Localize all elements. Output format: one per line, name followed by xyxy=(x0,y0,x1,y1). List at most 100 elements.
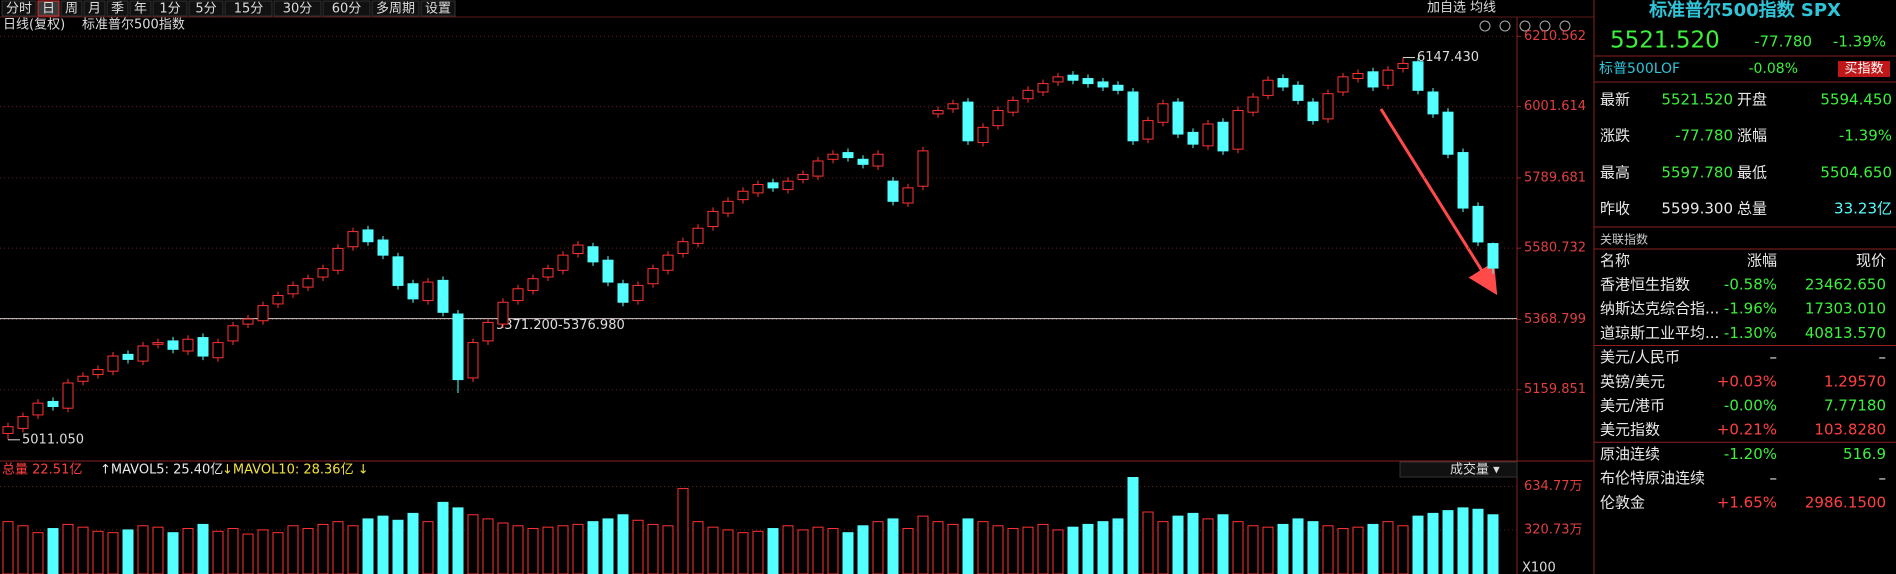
period-label[interactable]: 年 xyxy=(134,2,147,17)
indicator-select[interactable] xyxy=(1399,461,1518,478)
period-button[interactable] xyxy=(273,0,322,17)
related-change: -1.96% xyxy=(1724,300,1777,318)
volume-bar xyxy=(857,525,869,574)
related-name[interactable]: 伦敦金 xyxy=(1600,493,1645,511)
period-button[interactable] xyxy=(322,0,371,17)
period-button[interactable] xyxy=(371,0,420,17)
period-label[interactable]: 60分 xyxy=(332,2,362,17)
period-label[interactable]: 周 xyxy=(65,2,78,17)
quote-change: -77.780 xyxy=(1754,33,1812,51)
period-label[interactable]: 15分 xyxy=(234,2,264,17)
candle-body xyxy=(617,283,629,303)
related-price: 23462.650 xyxy=(1805,276,1886,294)
period-button[interactable] xyxy=(224,0,273,17)
volume-bar xyxy=(692,521,704,574)
quote-label: 涨幅 xyxy=(1737,127,1767,145)
candle-body xyxy=(932,110,944,115)
period-label[interactable]: 日 xyxy=(42,2,55,17)
period-label[interactable]: 分时 xyxy=(6,2,32,17)
chart-subtitle: 标准普尔500指数 xyxy=(82,18,185,33)
tool-icon[interactable] xyxy=(1519,20,1531,32)
buy-button[interactable] xyxy=(1838,61,1890,77)
related-name[interactable]: 美元指数 xyxy=(1600,421,1660,439)
candle-body xyxy=(812,160,824,177)
chart-tool[interactable]: 加自选 xyxy=(1427,1,1466,16)
candle-body xyxy=(1217,121,1229,152)
related-name[interactable]: 布伦特原油连续 xyxy=(1600,469,1705,487)
related-name[interactable]: 美元/人民币 xyxy=(1600,348,1680,366)
candle-body xyxy=(212,342,224,359)
candle-body xyxy=(107,355,119,372)
candle-body xyxy=(242,318,254,325)
related-header: 名称 xyxy=(1600,252,1630,270)
volume-bar xyxy=(1457,507,1469,574)
period-button[interactable] xyxy=(37,0,60,17)
period-button[interactable] xyxy=(83,0,106,17)
quote-value: 5594.450 xyxy=(1820,91,1892,109)
related-name[interactable]: 美元/港币 xyxy=(1600,397,1665,415)
candle-body xyxy=(647,268,659,285)
period-button[interactable] xyxy=(188,0,224,17)
period-label[interactable]: 季 xyxy=(111,2,124,17)
candle-body xyxy=(1457,152,1469,209)
trend-arrow xyxy=(1379,108,1498,296)
period-label[interactable]: 多周期 xyxy=(376,1,415,17)
volume-bar xyxy=(1322,525,1334,574)
period-label[interactable]: 30分 xyxy=(283,2,313,17)
candle-body xyxy=(917,150,929,187)
period-button[interactable] xyxy=(60,0,83,17)
tool-icon[interactable] xyxy=(1499,20,1511,32)
candle-body xyxy=(782,180,794,191)
volume-bar xyxy=(407,512,419,574)
quote-value: -1.39% xyxy=(1839,127,1892,145)
candle-body xyxy=(422,281,434,302)
volume-title: 总量 22.51亿 xyxy=(2,463,82,478)
period-button[interactable] xyxy=(152,0,188,17)
candle-body xyxy=(197,337,209,357)
volume-bar xyxy=(917,515,929,574)
volume-bar xyxy=(497,522,509,574)
quote-label: 最低 xyxy=(1737,164,1767,182)
indicator-label[interactable]: 成交量 ▾ xyxy=(1450,462,1500,478)
candle-body xyxy=(572,244,584,254)
period-button[interactable] xyxy=(1,0,37,17)
related-change: – xyxy=(1770,469,1778,487)
period-label[interactable]: 5分 xyxy=(195,2,216,17)
related-name[interactable]: 英镑/美元 xyxy=(1600,372,1665,390)
candle-body xyxy=(182,338,194,352)
y-tick-label: 5368.799 xyxy=(1524,312,1586,327)
candle-body xyxy=(1397,62,1409,69)
related-name[interactable]: 香港恒生指数 xyxy=(1600,276,1690,294)
volume-bar xyxy=(1472,508,1484,574)
chart-tool[interactable]: 均线 xyxy=(1470,1,1496,16)
candle-body xyxy=(872,153,884,167)
volume-bar xyxy=(1037,523,1049,574)
related-header: 现价 xyxy=(1856,252,1886,270)
tool-icon[interactable] xyxy=(1539,20,1551,32)
period-label[interactable]: 月 xyxy=(88,2,101,17)
quote-label: 开盘 xyxy=(1737,91,1767,109)
tool-icon[interactable] xyxy=(1559,20,1571,32)
candle-body xyxy=(257,305,269,322)
period-button[interactable] xyxy=(420,0,456,17)
buy-button-label[interactable]: 买指数 xyxy=(1844,62,1883,77)
period-label[interactable]: 1分 xyxy=(159,2,180,17)
fund-change: -0.08% xyxy=(1748,61,1798,77)
volume-bar xyxy=(557,525,569,574)
tool-icon[interactable] xyxy=(1479,20,1491,32)
volume-bar xyxy=(1142,511,1154,574)
related-name[interactable]: 原油连续 xyxy=(1600,445,1660,463)
period-button[interactable] xyxy=(129,0,152,17)
related-name[interactable]: 纳斯达克综合指... xyxy=(1600,300,1719,318)
quote-value: -77.780 xyxy=(1675,127,1733,145)
candle-body xyxy=(467,342,479,379)
period-button[interactable] xyxy=(106,0,129,17)
candle-body xyxy=(347,231,359,248)
candle-body xyxy=(527,278,539,291)
period-label[interactable]: 设置 xyxy=(425,2,451,17)
quote-label: 涨跌 xyxy=(1600,127,1630,145)
candle-body xyxy=(692,227,704,244)
volume-bar xyxy=(812,526,824,574)
related-name[interactable]: 道琼斯工业平均... xyxy=(1600,324,1719,342)
